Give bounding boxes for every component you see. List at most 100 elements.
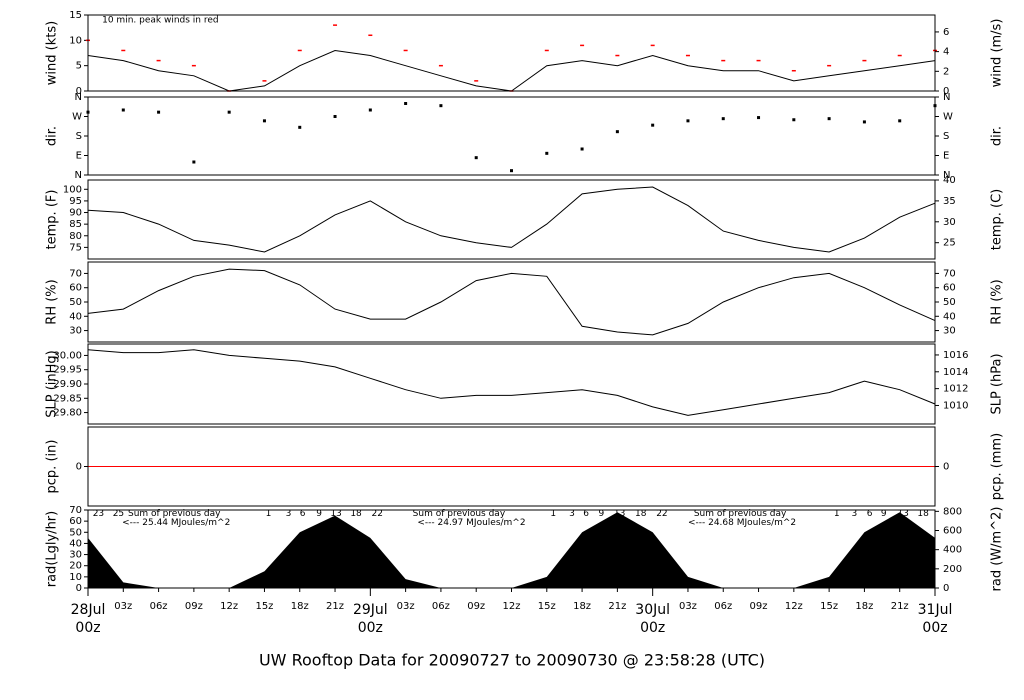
y-tick-label: S — [76, 131, 82, 142]
panel-frame — [87, 96, 936, 176]
dir-point — [721, 117, 725, 121]
y2-tick-label: 30 — [943, 217, 956, 228]
y-tick-label: 0 — [76, 462, 82, 473]
x-date-label: 29Jul — [353, 602, 388, 618]
y-tick-label: 29.90 — [53, 379, 82, 390]
y-tick-label: 100 — [63, 184, 82, 195]
chart-title: UW Rooftop Data for 20090727 to 20090730… — [259, 651, 765, 670]
x-tick-label: 00z — [640, 620, 665, 636]
dir-point — [192, 160, 196, 164]
y-tick-label: 29.85 — [53, 393, 82, 404]
y2-tick-label: 40 — [943, 175, 956, 186]
x-tick-label: 18z — [573, 601, 591, 612]
panel-frame — [87, 179, 936, 260]
x-tick-label: 06z — [432, 601, 450, 612]
x-tick-label: 18z — [291, 601, 309, 612]
y2-tick-label: 1016 — [943, 350, 968, 361]
y2-axis-label: wind (m/s) — [990, 19, 1005, 88]
y-tick-label: 10 — [69, 572, 82, 583]
x-tick-label: 12z — [503, 601, 521, 612]
y2-tick-label: 50 — [943, 297, 956, 308]
annotation: Sum of previous day — [413, 509, 506, 519]
data-line — [87, 49, 936, 92]
y-tick-label: 60 — [69, 516, 82, 527]
y-tick-label: 90 — [69, 208, 82, 219]
x-date-label: 28Jul — [71, 602, 106, 618]
annotation: 3 — [286, 509, 292, 519]
x-tick-label: 06z — [714, 601, 732, 612]
annotation: 9 — [316, 509, 322, 519]
y-tick-label: 0 — [76, 86, 82, 97]
annotation: 3 — [569, 509, 575, 519]
data-line — [87, 268, 936, 336]
x-tick-label: 21z — [326, 601, 344, 612]
annotation: 13 — [330, 509, 341, 519]
annotation: 6 — [300, 509, 306, 519]
annotation: 18 — [350, 509, 362, 519]
annotation: 9 — [881, 509, 887, 519]
y-tick-label: 15 — [69, 10, 82, 21]
y2-axis-label: SLP (hPa) — [990, 353, 1005, 414]
y-tick-label: E — [76, 151, 82, 162]
y2-tick-label: 0 — [943, 462, 949, 473]
y2-axis-label: RH (%) — [990, 279, 1005, 324]
y2-tick-label: 60 — [943, 283, 956, 294]
panel-frame — [87, 14, 936, 92]
annotation: 13 — [614, 509, 625, 519]
dir-point — [298, 125, 302, 129]
x-tick-label: 09z — [750, 601, 768, 612]
x-tick-label: 00z — [75, 620, 100, 636]
annotation: 22 — [372, 509, 383, 519]
y-tick-label: 29.95 — [53, 365, 82, 376]
annotation: 3 — [851, 509, 857, 519]
data-line — [87, 186, 936, 253]
x-tick-label: 03z — [679, 601, 697, 612]
y-tick-label: 40 — [69, 311, 82, 322]
panel-frame — [87, 343, 936, 425]
annotation: Sum of previous day — [128, 509, 221, 519]
y2-axis-label: dir. — [990, 126, 1005, 146]
y-axis-label: SLP (inHg) — [45, 350, 60, 418]
y-axis-label: dir. — [45, 126, 60, 146]
y-tick-label: 0 — [76, 583, 82, 594]
annotation: 1 — [834, 509, 840, 519]
panel-frame — [87, 426, 936, 507]
annotation: 6 — [583, 509, 589, 519]
x-tick-label: 18z — [855, 601, 873, 612]
y2-tick-label: 1014 — [943, 367, 968, 378]
y2-tick-label: 800 — [943, 506, 962, 517]
y-tick-label: 30.00 — [53, 350, 82, 361]
y2-tick-label: 40 — [943, 311, 956, 322]
y-tick-label: 30 — [69, 550, 82, 561]
y-tick-label: 70 — [69, 505, 82, 516]
y2-tick-label: 6 — [943, 27, 949, 38]
y-tick-label: N — [75, 92, 82, 103]
y-axis-label: temp. (F) — [45, 190, 60, 250]
x-tick-label: 21z — [891, 601, 909, 612]
annotation: 1 — [550, 509, 556, 519]
y-tick-label: 40 — [69, 538, 82, 549]
y-tick-label: 80 — [69, 231, 82, 242]
annotation: 13 — [897, 509, 908, 519]
y-tick-label: 70 — [69, 268, 82, 279]
x-tick-label: 03z — [397, 601, 415, 612]
x-tick-label: 12z — [220, 601, 238, 612]
x-date-label: 30Jul — [635, 602, 670, 618]
annotation: 6 — [867, 509, 873, 519]
annotation: 1 — [266, 509, 272, 519]
panel-frame — [87, 261, 936, 343]
dir-point — [333, 115, 337, 118]
y2-tick-label: 600 — [943, 526, 962, 537]
y-axis-label: wind (kts) — [45, 21, 60, 85]
x-tick-label: 00z — [922, 620, 947, 636]
y-axis-label: RH (%) — [45, 279, 60, 324]
y-tick-label: 20 — [69, 561, 82, 572]
dir-point — [121, 108, 125, 112]
y-tick-label: 60 — [69, 283, 82, 294]
annotation: <--- 24.97 MJoules/m^2 — [417, 518, 525, 528]
annotation: 18 — [917, 509, 929, 519]
x-tick-label: 21z — [608, 601, 626, 612]
dir-point — [368, 108, 372, 112]
annotation: <--- 24.68 MJoules/m^2 — [688, 518, 796, 528]
